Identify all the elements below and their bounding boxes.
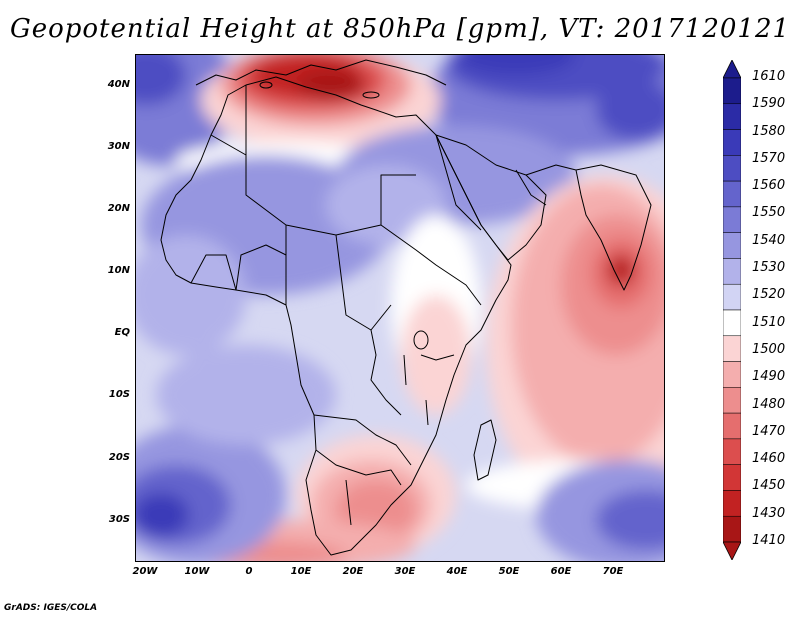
- colorbar-label: 1550: [752, 205, 786, 221]
- lon-label-10e: 10E: [290, 566, 312, 577]
- colorbar-label: 1410: [752, 533, 786, 548]
- lon-label-20w: 20W: [132, 566, 158, 577]
- europe-coast: [195, 59, 447, 86]
- lat-label-10n: 10N: [107, 265, 130, 276]
- colorbar: [723, 60, 741, 560]
- colorbar-swatch: [723, 206, 741, 233]
- colorbar-swatch: [723, 258, 741, 285]
- gulf-coast: [515, 169, 547, 206]
- colorbar-swatch: [723, 412, 741, 440]
- height-field: [136, 55, 664, 561]
- madagascar-outline: [473, 419, 497, 481]
- colorbar-swatch: [723, 155, 741, 182]
- colorbar-swatch: [723, 464, 741, 491]
- colorbar-swatch: [723, 232, 741, 259]
- colorbar-label: 1460: [752, 451, 786, 467]
- colorbar-label: 1540: [752, 232, 786, 248]
- lat-label-20n: 20N: [107, 203, 130, 214]
- lon-label-0: 0: [245, 566, 253, 577]
- lake-tanganyika: [403, 354, 407, 386]
- colorbar-label: 1610: [752, 69, 786, 84]
- colorbar-label: 1520: [752, 287, 786, 303]
- lat-label-30n: 30N: [107, 141, 130, 152]
- credit-text: GrADS: IGES/COLA: [4, 603, 98, 613]
- lat-label-eq: EQ: [114, 327, 130, 338]
- border-congo: [370, 329, 402, 416]
- colorbar-label: 1560: [752, 178, 786, 194]
- border-kenya: [420, 354, 455, 361]
- colorbar-swatch: [723, 335, 741, 362]
- lon-label-50e: 50E: [498, 566, 520, 577]
- colorbar-label: 1590: [752, 96, 786, 112]
- lon-label-20e: 20E: [342, 566, 364, 577]
- colorbar-top-arrow: [723, 60, 741, 79]
- colorbar-label: 1430: [752, 505, 786, 521]
- colorbar-swatch: [723, 387, 741, 414]
- colorbar-label: 1500: [752, 341, 786, 357]
- colorbar-label: 1480: [752, 396, 786, 412]
- coastlines: [160, 59, 652, 556]
- colorbar-swatch: [723, 283, 741, 311]
- lon-label-10w: 10W: [184, 566, 210, 577]
- africa-outline: [160, 76, 512, 556]
- border-westafrica: [235, 244, 287, 291]
- colorbar-label: 1530: [752, 260, 786, 276]
- colorbar-label: 1450: [752, 478, 786, 494]
- colorbar-label: 1580: [752, 123, 786, 139]
- height-field-map: [136, 55, 664, 561]
- lake-malawi: [425, 399, 429, 426]
- india-outline: [575, 164, 652, 291]
- lat-label-30s: 30S: [108, 514, 130, 525]
- colorbar-label: 1510: [752, 314, 786, 330]
- border-morocco: [210, 134, 247, 195]
- border-botswana: [345, 479, 352, 526]
- island-sicily: [259, 81, 273, 89]
- chart-title: Geopotential Height at 850hPa [gpm], VT:…: [9, 14, 791, 44]
- colorbar-swatch: [723, 180, 741, 208]
- colorbar-swatch: [723, 309, 741, 337]
- colorbar-swatch: [723, 438, 741, 465]
- lon-label-40e: 40E: [446, 566, 468, 577]
- iran-coast: [525, 164, 577, 176]
- lat-label-10s: 10S: [108, 389, 130, 400]
- lake-victoria: [413, 330, 429, 350]
- map-panel: [135, 54, 665, 562]
- red-sea-coast: [435, 134, 482, 231]
- border-chad: [335, 234, 392, 331]
- lat-label-40n: 40N: [107, 79, 130, 90]
- colorbar-swatch: [723, 515, 741, 543]
- border-angola: [313, 414, 412, 466]
- colorbar-label: 1490: [752, 369, 786, 385]
- lon-label-60e: 60E: [550, 566, 572, 577]
- border-guinea: [190, 254, 237, 291]
- lat-label-20s: 20S: [108, 452, 130, 463]
- colorbar-swatch: [723, 129, 741, 156]
- arabia-outline: [435, 134, 547, 261]
- colorbar-swatch: [723, 361, 741, 388]
- border-sudan: [380, 175, 482, 306]
- island-crete: [362, 91, 380, 99]
- colorbar-label: 1570: [752, 150, 786, 166]
- lon-label-30e: 30E: [394, 566, 416, 577]
- colorbar-bottom-arrow: [723, 541, 741, 560]
- lon-label-70e: 70E: [602, 566, 624, 577]
- colorbar-label: 1470: [752, 423, 786, 439]
- colorbar-swatch: [723, 103, 741, 130]
- border-namibia: [315, 449, 402, 486]
- colorbar-swatch: [723, 77, 741, 105]
- colorbar-swatch: [723, 490, 741, 517]
